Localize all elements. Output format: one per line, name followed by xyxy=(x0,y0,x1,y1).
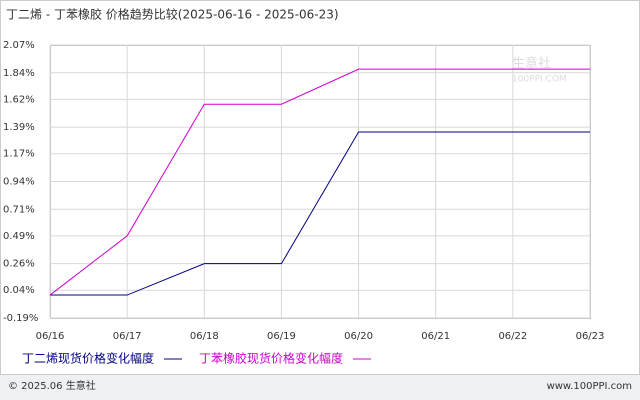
watermark-text: 100PPI.COM xyxy=(512,75,567,85)
y-tick-label: 1.39% xyxy=(3,122,35,133)
series-line xyxy=(49,68,590,296)
footer-right: www.100PPI.com xyxy=(547,381,632,392)
legend-label: 丁二烯现货价格变化幅度 xyxy=(22,351,154,366)
x-tick-label: 06/21 xyxy=(421,331,450,342)
series-line xyxy=(50,131,590,296)
chart-title: 丁二烯 - 丁苯橡胶 价格趋势比较(2025-06-16 - 2025-06-2… xyxy=(6,7,339,22)
y-tick-label: 0.94% xyxy=(3,177,35,188)
y-tick-label: 0.26% xyxy=(3,259,35,270)
x-tick-label: 06/22 xyxy=(498,331,527,342)
x-tick-label: 06/16 xyxy=(36,331,65,342)
y-tick-label: 0.04% xyxy=(3,285,35,296)
y-tick-label: 1.62% xyxy=(3,94,35,105)
footer-left: © 2025.06 生意社 xyxy=(8,379,96,392)
y-tick-label: 1.17% xyxy=(3,149,35,160)
watermark: 生意社 100PPI.COM xyxy=(512,56,567,85)
watermark-text: 生意社 xyxy=(512,56,551,72)
legend-label: 丁苯橡胶现货价格变化幅度 xyxy=(199,351,343,366)
y-tick-label: 0.49% xyxy=(3,231,35,242)
x-tick-label: 06/17 xyxy=(113,331,142,342)
footer-bar xyxy=(0,374,640,400)
y-tick-label: 0.71% xyxy=(3,204,35,215)
y-tick-label: -0.19% xyxy=(3,313,38,324)
x-tick-label: 06/20 xyxy=(344,331,373,342)
x-tick-label: 06/23 xyxy=(576,331,605,342)
y-tick-label: 1.84% xyxy=(3,68,35,79)
x-tick-label: 06/18 xyxy=(190,331,219,342)
x-tick-label: 06/19 xyxy=(267,331,296,342)
y-tick-label: 2.07% xyxy=(3,40,35,51)
